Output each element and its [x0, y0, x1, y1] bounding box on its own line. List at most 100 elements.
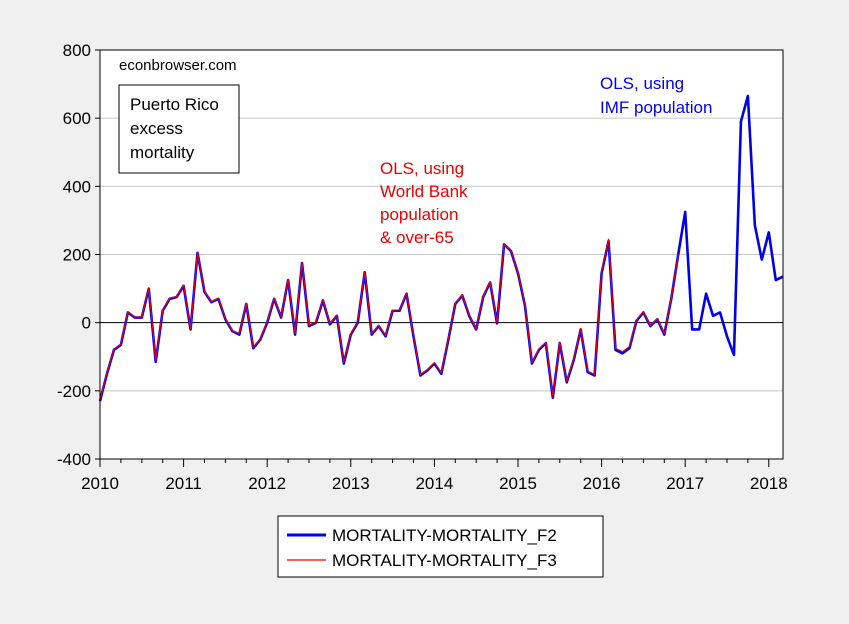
axis-ticks: [95, 49, 770, 467]
data-point: [579, 327, 581, 329]
annotation-box-text: excess: [130, 119, 183, 138]
data-point: [238, 332, 240, 334]
data-point: [559, 341, 561, 343]
data-point: [621, 350, 623, 352]
annotations: econbrowser.com Puerto Rico excess mortalit…: [118, 57, 712, 247]
data-point: [182, 284, 184, 286]
data-point: [287, 278, 289, 280]
data-point: [343, 361, 345, 363]
data-point: [684, 211, 686, 213]
data-point: [754, 224, 756, 226]
data-point: [517, 271, 519, 273]
data-point: [371, 332, 373, 334]
data-point: [189, 328, 191, 330]
data-point: [398, 309, 400, 311]
data-point: [259, 337, 261, 339]
annotation-red-text: & over-65: [380, 228, 454, 247]
data-point: [649, 324, 651, 326]
data-point: [705, 293, 707, 295]
data-point: [586, 370, 588, 372]
data-point: [454, 302, 456, 304]
data-point: [405, 292, 407, 294]
data-point: [768, 231, 770, 233]
data-point: [336, 314, 338, 316]
data-point: [231, 329, 233, 331]
x-tick-label: 2014: [415, 474, 453, 493]
data-point: [691, 328, 693, 330]
data-point: [733, 354, 735, 356]
series-lines: [98, 94, 784, 402]
data-point: [593, 373, 595, 375]
data-point: [552, 395, 554, 397]
legend-label-2: MORTALITY-MORTALITY_F3: [332, 551, 557, 570]
data-point: [217, 297, 219, 299]
data-point: [148, 287, 150, 289]
data-point: [384, 334, 386, 336]
data-point: [761, 258, 763, 260]
data-point: [210, 300, 212, 302]
x-tick-label: 2013: [332, 474, 370, 493]
data-point: [447, 337, 449, 339]
series-line-2: [99, 238, 679, 401]
data-point: [127, 311, 129, 313]
data-point: [489, 281, 491, 283]
data-point: [677, 253, 679, 255]
data-point: [196, 251, 198, 253]
data-point: [350, 332, 352, 334]
data-point: [545, 341, 547, 343]
data-point: [329, 322, 331, 324]
data-point: [740, 120, 742, 122]
data-point: [573, 358, 575, 360]
annotation-blue-text: OLS, using: [600, 74, 684, 93]
data-point: [175, 295, 177, 297]
data-point: [433, 361, 435, 363]
data-point: [294, 332, 296, 334]
data-point: [503, 242, 505, 244]
data-point: [663, 332, 665, 334]
data-point: [203, 290, 205, 292]
data-point: [162, 309, 164, 311]
data-point: [419, 373, 421, 375]
x-tick-label: 2010: [81, 474, 119, 493]
data-point: [224, 317, 226, 319]
data-point: [391, 309, 393, 311]
annotation-red-text: population: [380, 205, 458, 224]
annotation-red-text: World Bank: [380, 182, 468, 201]
y-tick-label: 600: [63, 109, 91, 128]
data-point: [461, 294, 463, 296]
data-point: [607, 238, 609, 240]
data-point: [670, 297, 672, 299]
legend-box: [277, 515, 604, 578]
data-point: [698, 328, 700, 330]
legend: MORTALITY-MORTALITY_F2 MORTALITY-MORTALIT…: [277, 515, 604, 578]
x-tick-label: 2011: [165, 474, 202, 493]
data-point: [245, 302, 247, 304]
data-point: [440, 372, 442, 374]
data-point: [266, 321, 268, 323]
data-point: [524, 304, 526, 306]
data-point: [614, 347, 616, 349]
data-point: [482, 295, 484, 297]
legend-label-1: MORTALITY-MORTALITY_F2: [332, 526, 557, 545]
data-point: [719, 311, 721, 313]
data-point: [600, 270, 602, 272]
y-tick-label: 800: [63, 41, 91, 60]
data-point: [426, 368, 428, 370]
data-point: [301, 261, 303, 263]
data-point: [538, 348, 540, 350]
source-label: econbrowser.com: [119, 57, 237, 74]
data-point: [642, 310, 644, 312]
data-point: [106, 372, 108, 374]
data-point: [113, 348, 115, 350]
data-point: [168, 297, 170, 299]
data-point: [141, 316, 143, 318]
data-point: [635, 319, 637, 321]
data-point: [134, 316, 136, 318]
annotation-box: [118, 84, 240, 174]
x-tick-label: 2012: [248, 474, 286, 493]
data-point: [775, 279, 777, 281]
data-point: [377, 324, 379, 326]
tick-labels: -400 -200 0 200 400 600 800 2010 2011 2012 2013 201…: [57, 41, 788, 493]
